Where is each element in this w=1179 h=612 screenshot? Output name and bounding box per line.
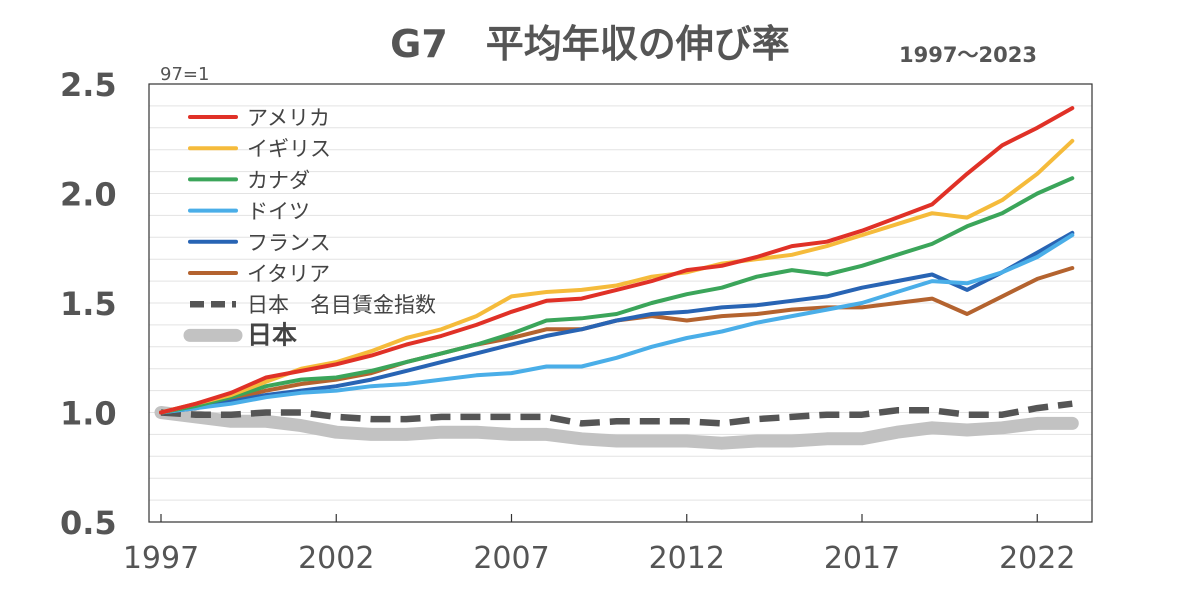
series-line bbox=[159, 230, 1075, 415]
series-line bbox=[160, 400, 1073, 427]
legend-label: 日本 bbox=[247, 320, 297, 349]
y-tick-label: 2.0 bbox=[60, 176, 117, 214]
series-lines bbox=[154, 106, 1079, 450]
x-tick-label: 2002 bbox=[298, 541, 374, 576]
series-line bbox=[159, 138, 1075, 415]
chart-subtitle: 1997～2023 bbox=[899, 43, 1037, 67]
x-tick-label: 2007 bbox=[473, 541, 549, 576]
legend-label: カナダ bbox=[247, 168, 310, 192]
legend-label: イギリス bbox=[247, 137, 331, 161]
legend-label: イタリア bbox=[247, 262, 330, 286]
legend-label: 日本 名目賃金指数 bbox=[247, 293, 436, 317]
x-tick-label: 2017 bbox=[824, 541, 900, 576]
series-line bbox=[159, 233, 1075, 415]
x-axis: 1997 2002 2007 2012 2017 2022 bbox=[123, 514, 1075, 576]
x-tick-label: 2012 bbox=[649, 541, 725, 576]
plot-area-frame bbox=[148, 83, 1093, 523]
legend-label: アメリカ bbox=[247, 106, 330, 130]
chart-title: G7 平均年収の伸び率 bbox=[390, 22, 790, 66]
series-line bbox=[159, 176, 1075, 415]
series-line bbox=[159, 106, 1075, 415]
legend-label: フランス bbox=[247, 231, 331, 255]
legend-label: ドイツ bbox=[247, 200, 310, 224]
y-tick-label: 1.0 bbox=[60, 395, 117, 433]
y-tick-label: 1.5 bbox=[60, 285, 117, 323]
x-tick-label: 1997 bbox=[123, 541, 199, 576]
x-tick-label: 2022 bbox=[999, 541, 1075, 576]
y-axis: 0.5 1.0 1.5 2.0 2.5 bbox=[60, 66, 117, 542]
y-tick-label: 0.5 bbox=[60, 504, 117, 542]
series-line bbox=[154, 406, 1079, 450]
y-tick-label: 2.5 bbox=[60, 66, 117, 104]
index-note: 97=1 bbox=[160, 64, 209, 85]
